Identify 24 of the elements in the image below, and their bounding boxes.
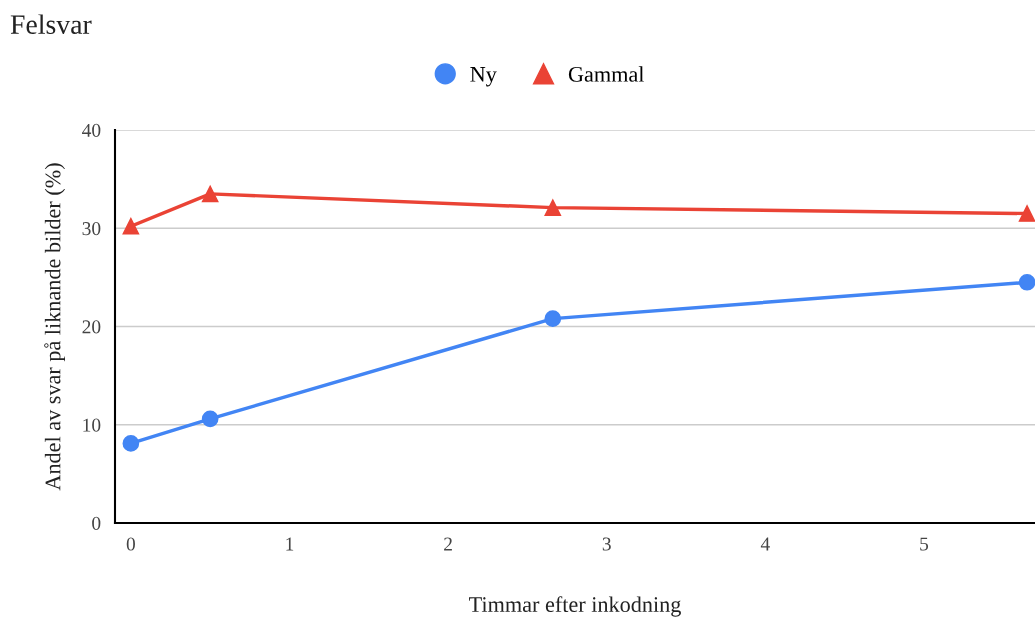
point [201,185,219,203]
x-axis-title: Timmar efter inkodning [469,596,681,617]
x-tick-label: 5 [920,537,929,551]
y-tick-label: 40 [82,123,101,137]
y-tick-label: 20 [82,320,101,334]
chart-title: Felsvar [10,14,92,34]
y-axis-title: Andel av svar på liknande bilder (%) [44,163,65,491]
x-tick-label: 1 [286,537,294,551]
point [1018,205,1035,222]
x-tick-label: 3 [602,537,611,551]
x-tick-label: 2 [444,537,452,551]
point [544,199,562,216]
point [544,310,562,327]
y-tick-label: 0 [92,516,101,530]
point [122,217,140,235]
x-tick-label: 4 [760,537,770,551]
x-tick-label: 0 [126,537,135,551]
point [201,410,219,428]
y-tick-label: 10 [83,418,101,432]
legend-label: Ny [470,67,497,87]
point [122,435,140,452]
point [1018,273,1035,291]
y-tick-label: 30 [82,222,101,236]
legend-label: Gammal [568,66,645,82]
